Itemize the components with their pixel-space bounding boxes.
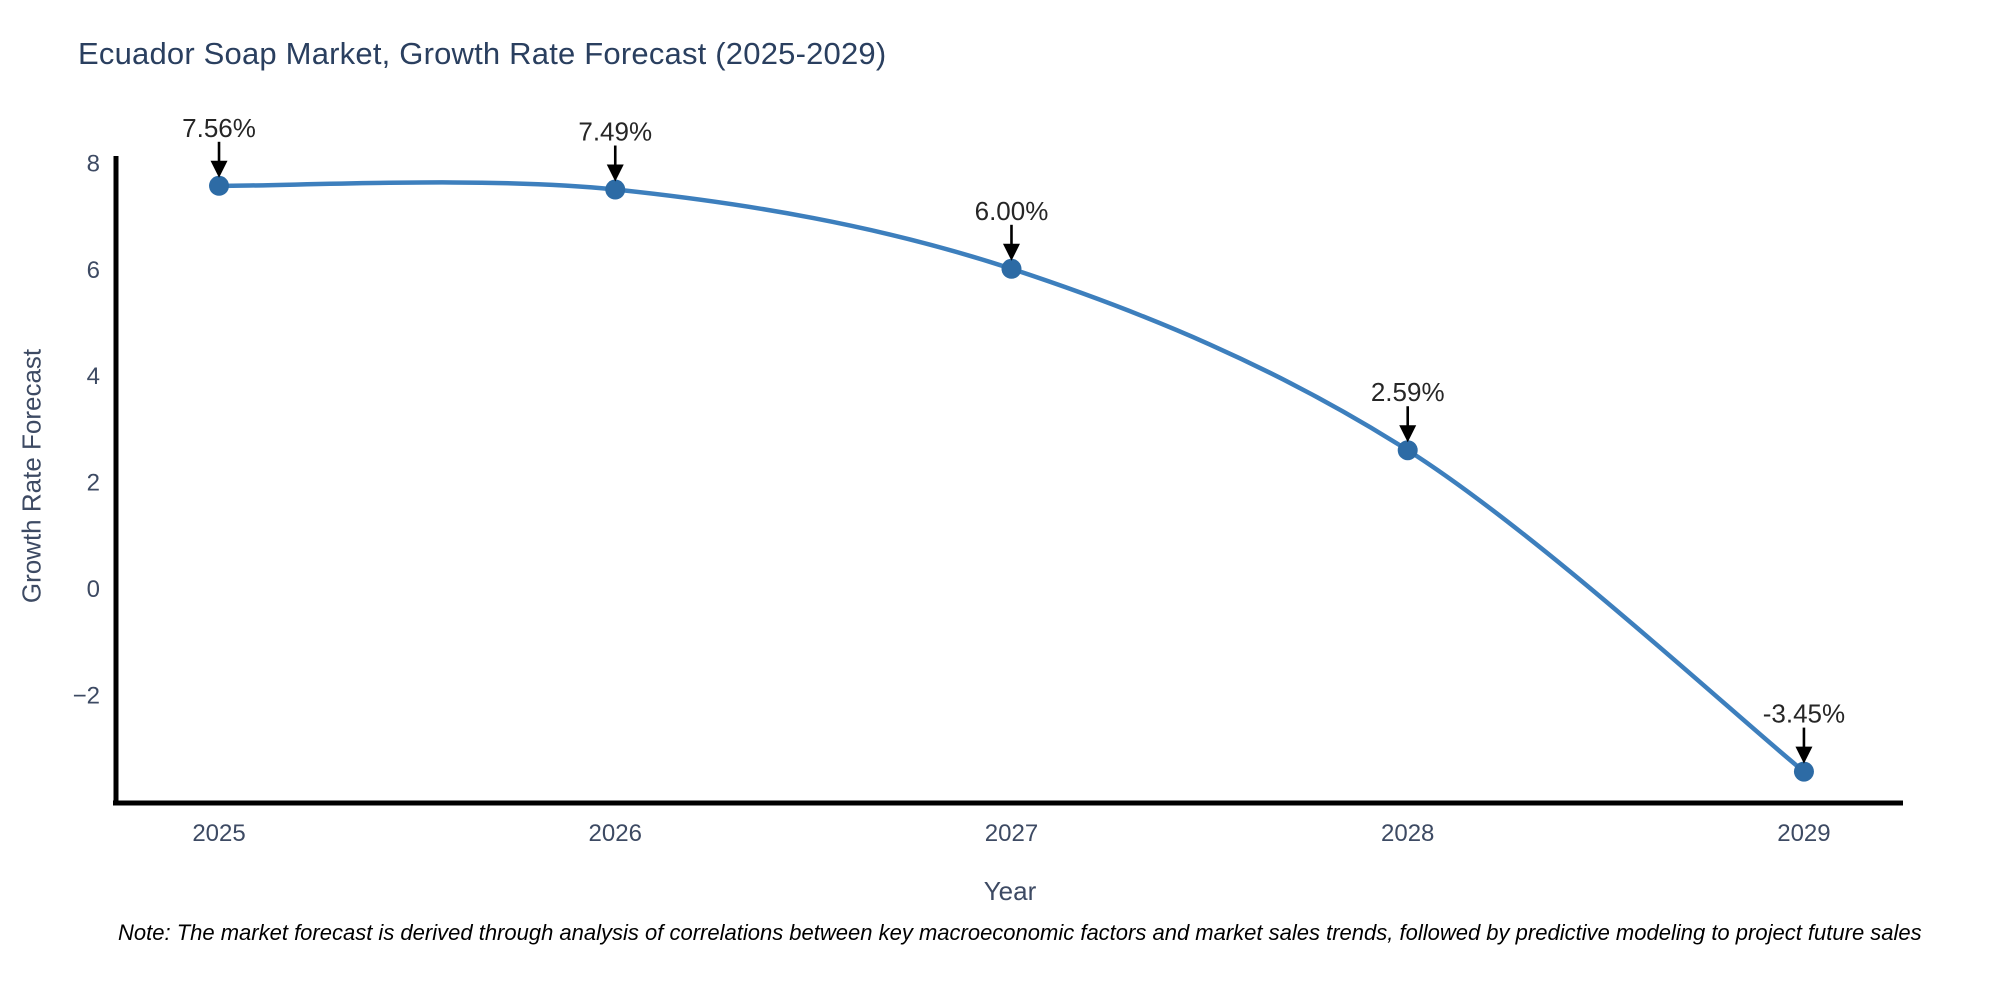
data-point-marker [1001, 258, 1022, 279]
x-tick-label: 2025 [192, 820, 245, 847]
annotation-arrowhead [1399, 425, 1417, 443]
data-point-marker [1397, 440, 1418, 461]
y-tick-label: −2 [73, 682, 100, 709]
y-tick-label: 4 [87, 363, 100, 390]
forecast-line [216, 180, 1807, 774]
x-tick-label: 2027 [985, 820, 1038, 847]
data-point-marker [209, 175, 230, 196]
x-tick-label: 2028 [1381, 820, 1434, 847]
y-tick-label: 8 [87, 150, 100, 177]
y-tick-label: 0 [87, 576, 100, 603]
footnote: Note: The market forecast is derived thr… [118, 920, 1922, 945]
data-point-label: 7.49% [578, 117, 652, 147]
y-tick-label: 2 [87, 470, 100, 497]
annotation-arrowhead [1795, 746, 1813, 764]
data-point-label: -3.45% [1763, 699, 1845, 729]
data-point-label: 2.59% [1371, 377, 1445, 407]
data-point-label: 6.00% [975, 196, 1049, 226]
y-tick-label: 6 [87, 257, 100, 284]
annotation-arrowhead [1002, 243, 1020, 261]
data-point-marker [1793, 761, 1814, 782]
data-point-marker [605, 179, 626, 200]
data-point-label: 7.56% [182, 113, 256, 143]
chart-title: Ecuador Soap Market, Growth Rate Forecas… [78, 36, 887, 71]
x-axis-title: Year [983, 876, 1037, 906]
annotation-arrowhead [606, 164, 624, 182]
x-tick-label: 2026 [589, 820, 642, 847]
annotation-arrowhead [210, 160, 228, 178]
x-tick-label: 2029 [1777, 820, 1830, 847]
